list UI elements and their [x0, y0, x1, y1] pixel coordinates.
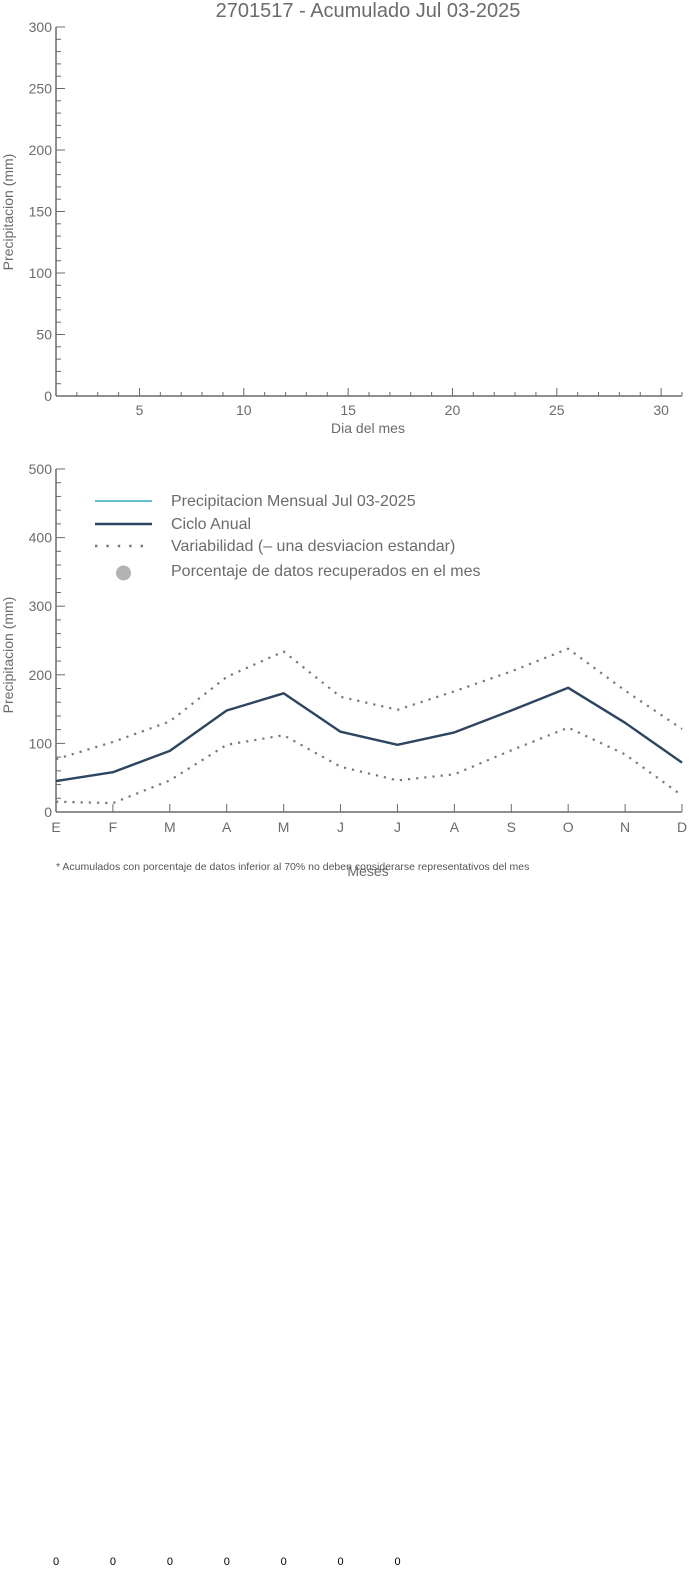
legend-swatch-marker	[116, 565, 131, 581]
chart1-y-tick-label: 200	[29, 142, 53, 158]
chart2-x-tick-label: O	[563, 819, 574, 835]
daily-accumulation-chart: 2701517 - Acumulado Jul 03-2025 Precipit…	[0, 0, 683, 436]
legend-label: Ciclo Anual	[171, 516, 251, 533]
chart2-x-tick-label: F	[109, 819, 118, 835]
chart1-ylabel: Precipitacion (mm)	[0, 154, 16, 271]
chart2-footnote: * Acumulados con porcentaje de datos inf…	[56, 861, 529, 873]
percentage-label: 0	[223, 1556, 230, 1568]
chart2-x-tick-label: J	[394, 819, 401, 835]
percentage-label: 0	[394, 1556, 401, 1568]
chart2-y-tick-label: 500	[29, 461, 53, 477]
chart1-x-tick-label: 5	[136, 402, 144, 418]
chart2-ylabel: Precipitacion (mm)	[0, 597, 16, 714]
chart2-x-tick-label: M	[278, 819, 290, 835]
chart2-x-tick-label: N	[620, 819, 630, 835]
chart1-x-tick-label: 25	[549, 402, 565, 418]
chart2-x-tick-label: D	[677, 819, 687, 835]
chart2-y-tick-label: 200	[29, 667, 53, 683]
series-upper-line	[55, 647, 683, 761]
percentage-label: 0	[109, 1556, 117, 1568]
legend-label: Variabilidad (– una desviacion estandar)	[171, 538, 455, 555]
chart1-y-tick-label: 250	[29, 81, 53, 97]
chart2-x-tick-label: S	[507, 819, 516, 835]
chart2-x-tick-label: E	[51, 819, 60, 835]
chart1-x-tick-label: 15	[340, 402, 356, 418]
chart1-y-tick-label: 0	[44, 388, 52, 404]
legend-label: Porcentaje de datos recuperados en el me…	[171, 563, 481, 580]
chart2-x-tick-label: J	[337, 819, 344, 835]
annual-cycle-chart: Precipitacion (mm) Meses * Acumulados co…	[0, 461, 687, 879]
series-ciclo-line	[55, 686, 683, 783]
legend-label: Precipitacion Mensual Jul 03-2025	[171, 493, 416, 510]
chart2-x-tick-label: A	[450, 819, 460, 835]
chart2-y-tick-label: 0	[44, 804, 52, 820]
chart1-y-tick-label: 300	[29, 19, 53, 35]
chart2-y-tick-label: 300	[29, 598, 53, 614]
chart2-x-tick-label: M	[164, 819, 176, 835]
percentage-label: 0	[337, 1556, 344, 1568]
chart1-y-tick-label: 150	[29, 204, 53, 220]
chart2-y-tick-label: 100	[29, 735, 53, 751]
chart1-xlabel: Dia del mes	[331, 420, 405, 436]
chart2-xlabel: Meses	[347, 863, 388, 879]
percentage-label: 0	[53, 1556, 60, 1568]
chart1-y-tick-label: 100	[29, 265, 53, 281]
chart2-y-tick-label: 400	[29, 530, 53, 546]
chart1-title: 2701517 - Acumulado Jul 03-2025	[216, 0, 521, 22]
chart1-x-tick-label: 10	[236, 402, 252, 418]
chart1-x-tick-label: 20	[445, 402, 461, 418]
percentage-label: 0	[166, 1556, 173, 1568]
series-lower-line	[55, 726, 683, 805]
percentage-label: 0	[280, 1556, 287, 1568]
chart2-x-tick-label: A	[222, 819, 232, 835]
chart1-y-tick-label: 50	[36, 327, 52, 343]
chart1-x-tick-label: 30	[653, 402, 669, 418]
